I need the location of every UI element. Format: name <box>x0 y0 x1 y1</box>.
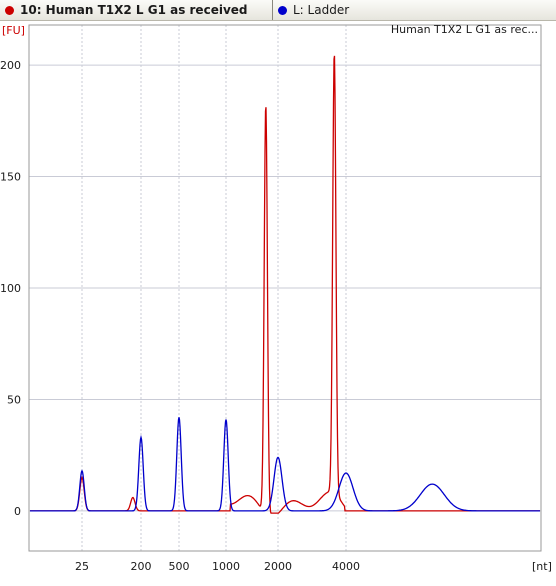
electropherogram-chart: 0 50 100 150 200 25 200 500 1000 2000 4000 [FU] [n… <box>0 23 552 573</box>
chart-title: Human T1X2 L G1 as rec... <box>391 23 538 36</box>
tab-ladder[interactable]: L: Ladder <box>273 0 556 20</box>
x-tick-label: 500 <box>169 560 190 573</box>
x-tick-label: 4000 <box>332 560 360 573</box>
y-tick-label: 50 <box>7 393 21 406</box>
y-tick-label: 0 <box>14 505 21 518</box>
y-axis-label: [FU] <box>2 24 25 37</box>
series-line <box>30 55 540 514</box>
x-tick-label: 2000 <box>264 560 292 573</box>
tab-sample[interactable]: 10: Human T1X2 L G1 as received <box>0 0 273 20</box>
x-axis-label: [nt] <box>532 560 552 573</box>
grid-lines <box>29 25 541 551</box>
ladder-tab-label: L: Ladder <box>293 3 350 17</box>
y-tick-label: 150 <box>0 171 21 184</box>
y-tick-label: 100 <box>0 282 21 295</box>
y-tick-label: 200 <box>0 59 21 72</box>
sample-color-dot <box>5 5 14 15</box>
tick-labels: 0 50 100 150 200 25 200 500 1000 2000 4000 <box>0 59 360 573</box>
sample-tab-label: 10: Human T1X2 L G1 as received <box>20 3 248 17</box>
x-tick-label: 200 <box>131 560 152 573</box>
x-tick-label: 25 <box>75 560 89 573</box>
traces <box>30 55 540 514</box>
ladder-color-dot <box>278 5 287 15</box>
series-line <box>30 417 540 512</box>
plot-frame <box>28 24 542 552</box>
x-tick-label: 1000 <box>212 560 240 573</box>
header-bar: 10: Human T1X2 L G1 as received L: Ladde… <box>0 0 556 21</box>
